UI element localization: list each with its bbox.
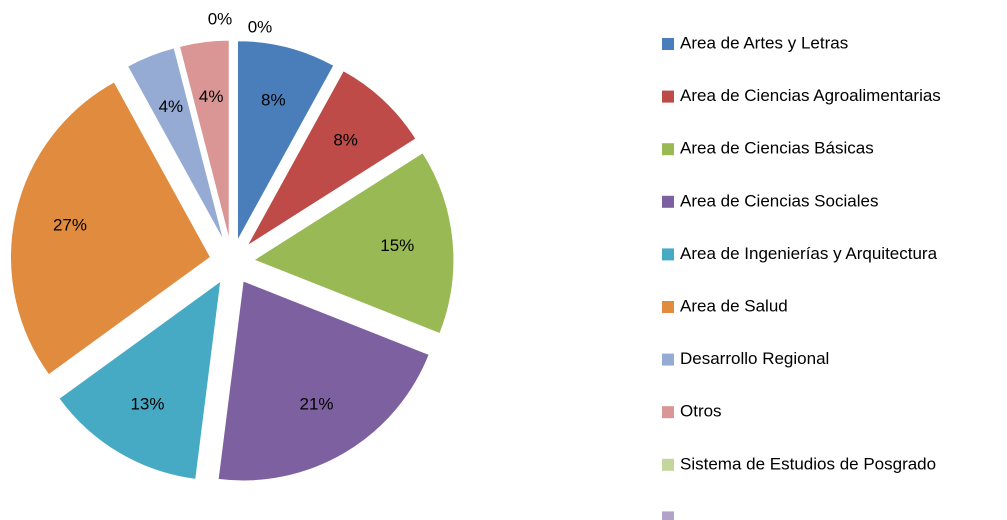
- data-label: 0%: [208, 9, 233, 28]
- legend-swatch: [662, 301, 674, 313]
- data-label: 8%: [333, 130, 358, 149]
- data-label: 21%: [299, 394, 333, 413]
- legend-swatch: [662, 90, 674, 103]
- legend-swatch: [662, 353, 674, 366]
- pie-slice: [178, 39, 230, 241]
- data-label: 4%: [159, 97, 184, 116]
- pie-slice: [246, 70, 417, 247]
- pie-slice: [126, 47, 225, 242]
- legend-swatch: [662, 38, 674, 50]
- data-label: 15%: [380, 236, 414, 255]
- legend-swatch: [662, 406, 674, 419]
- legend-swatch: [662, 458, 674, 471]
- legend-label: Sistema de Estudios de Posgrado: [680, 454, 936, 473]
- pie-slice: [10, 81, 212, 376]
- legend-label: Area de Salud: [680, 296, 788, 315]
- legend-swatch: [662, 511, 674, 520]
- pie-slice: [252, 152, 455, 335]
- pie-slice: [217, 280, 430, 482]
- pie-slice: [236, 40, 335, 241]
- legend-label: Desarrollo Regional: [680, 349, 829, 368]
- legend-label: Area de Ciencias Sociales: [680, 191, 878, 210]
- legend-label: Area de Ciencias Agroalimentarias: [680, 86, 941, 105]
- legend-swatch: [662, 248, 674, 261]
- legend-label: Area de Ingenierías y Arquitectura: [680, 244, 938, 263]
- legend-label: Otros: [680, 402, 722, 421]
- legend-swatch: [662, 143, 674, 156]
- legend-label: Area de Artes y Letras: [680, 33, 848, 52]
- legend-swatch: [662, 195, 674, 208]
- data-label: 8%: [261, 91, 286, 110]
- pie-slice: [58, 279, 222, 480]
- data-label: 13%: [130, 394, 164, 413]
- data-label: 4%: [199, 87, 224, 106]
- legend-label: Area de Ciencias Básicas: [680, 139, 874, 158]
- data-label: 0%: [248, 17, 273, 36]
- data-label: 27%: [53, 215, 87, 234]
